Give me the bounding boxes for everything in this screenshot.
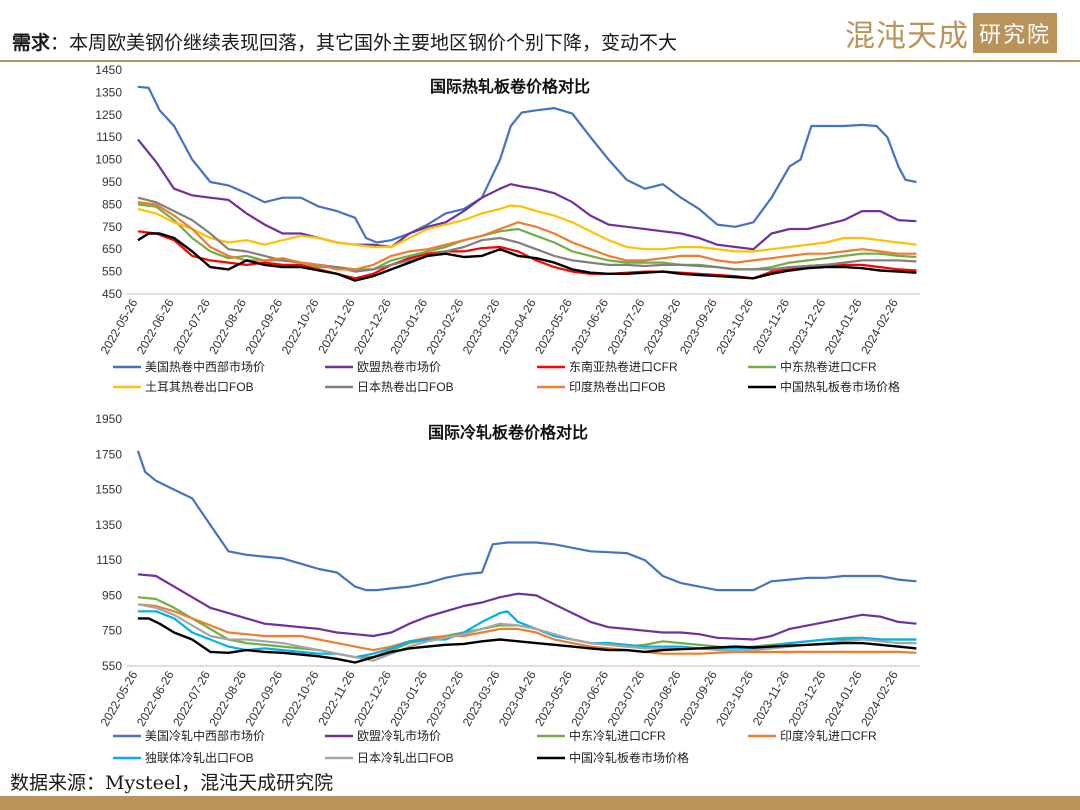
footer-bar xyxy=(0,796,1080,810)
y-tick-label: 1250 xyxy=(95,108,122,122)
legend-entry: 中东热卷进口CFR xyxy=(780,359,877,374)
page-header: 需求：本周欧美钢价继续表现回落，其它国外主要地区钢价个别下降，变动不大 xyxy=(12,28,677,55)
y-tick-label: 450 xyxy=(102,287,122,301)
legend-entry: 日本冷轧出口FOB xyxy=(357,751,454,765)
x-tick-label: 2023-11-26 xyxy=(750,296,793,356)
data-source: 数据来源：Mysteel，混沌天成研究院 xyxy=(10,772,334,794)
header-divider xyxy=(0,60,1080,62)
y-tick-label: 1350 xyxy=(95,518,122,532)
header-text: ：本周欧美钢价继续表现回落，其它国外主要地区钢价个别下降，变动不大 xyxy=(50,32,678,54)
legend-entry: 印度冷轧进口CFR xyxy=(780,728,877,743)
y-tick-label: 950 xyxy=(102,588,122,602)
legend-entry: 中国热轧板卷市场价格 xyxy=(780,379,900,394)
series-line-5 xyxy=(137,196,917,273)
y-tick-label: 550 xyxy=(102,659,122,673)
legend-entry: 东南亚热卷进口CFR xyxy=(569,359,678,374)
header-label: 需求 xyxy=(12,32,51,54)
series-line-4 xyxy=(137,610,917,659)
legend-entry: 中东冷轧进口CFR xyxy=(569,728,666,743)
cold-rolled-chart: 国际冷轧板卷价格对比 550 750 950 1150 1350 1550 1750 1950 2… xyxy=(95,412,920,765)
legend-entry: 美国冷轧中西部市场价 xyxy=(145,728,265,743)
y-tick-label: 1150 xyxy=(96,130,122,144)
series-line-4 xyxy=(137,204,917,253)
y-tick-label: 1050 xyxy=(95,153,122,167)
y-tick-label: 1450 xyxy=(95,63,122,77)
chart-title: 国际冷轧板卷价格对比 xyxy=(428,423,588,442)
legend-entry: 中国冷轧板卷市场价格 xyxy=(569,750,689,765)
y-tick-label: 650 xyxy=(102,242,122,256)
legend-entry: 独联体冷轧出口FOB xyxy=(145,751,254,765)
x-tick-label: 2022-11-26 xyxy=(315,296,358,356)
chart-title: 国际热轧板卷价格对比 xyxy=(430,77,590,96)
y-tick-label: 950 xyxy=(102,175,122,189)
x-tick-label: 2023-11-26 xyxy=(750,668,793,728)
company-logo: 混沌天成 研究院 xyxy=(845,12,1058,54)
legend-entry: 土耳其热卷出口FOB xyxy=(145,379,254,394)
legend-entry: 日本热卷出口FOB xyxy=(357,379,454,394)
legend-entry: 欧盟热卷市场价 xyxy=(357,359,441,374)
series-line-3 xyxy=(137,603,917,655)
x-tick-label: 2024-02-26 xyxy=(858,296,901,356)
y-tick-label: 1750 xyxy=(95,447,122,461)
series-line-0 xyxy=(136,450,917,592)
logo-box-text: 研究院 xyxy=(973,13,1058,53)
series-line-1 xyxy=(137,138,917,251)
legend-entry: 印度热卷出口FOB xyxy=(569,379,666,394)
series-line-6 xyxy=(137,617,917,664)
legend-entry: 美国热卷中西部市场价 xyxy=(145,359,265,374)
series-line-0 xyxy=(137,85,917,244)
y-tick-label: 850 xyxy=(102,197,122,211)
y-tick-label: 1150 xyxy=(96,553,122,567)
series-line-7 xyxy=(137,232,917,282)
legend-entry: 欧盟冷轧市场价 xyxy=(357,728,441,743)
y-tick-label: 750 xyxy=(102,220,122,234)
series-line-6 xyxy=(137,201,917,271)
series-line-1 xyxy=(137,573,917,641)
y-tick-label: 1550 xyxy=(95,483,122,497)
y-tick-label: 1950 xyxy=(95,412,122,426)
logo-main-text: 混沌天成 xyxy=(845,19,969,54)
x-tick-label: 2024-02-26 xyxy=(858,668,901,728)
y-tick-label: 1350 xyxy=(95,85,122,99)
y-tick-label: 750 xyxy=(102,624,122,638)
y-tick-label: 550 xyxy=(102,265,122,279)
hot-rolled-chart: 国际热轧板卷价格对比 450 550 650 750 850 950 1050 1150 1250… xyxy=(95,63,920,394)
x-tick-label: 2022-11-26 xyxy=(315,668,358,728)
